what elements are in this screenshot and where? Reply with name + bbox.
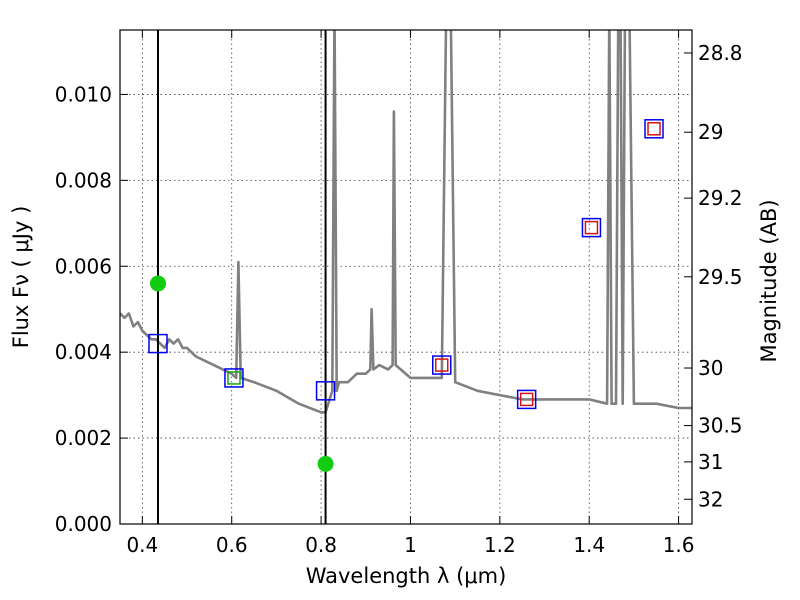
y-axis-label: Flux Fν ( μJy ) (9, 206, 33, 349)
model-sed-line (120, 30, 692, 414)
model-flux-square-blue (224, 368, 244, 388)
y-right-tick-label: 29.5 (698, 265, 743, 289)
plot-frame (119, 29, 693, 525)
y-tick-label: 0.006 (55, 254, 112, 278)
y-tick-label: 0.008 (55, 168, 112, 192)
y-right-tick-label: 30.5 (698, 414, 743, 438)
observed-flux-point (317, 455, 334, 472)
x-tick-label: 0.4 (126, 533, 158, 557)
y-axis-right-label: Magnitude (AB) (757, 199, 781, 362)
x-tick-label: 1.4 (573, 533, 605, 557)
model-flux-square-blue (581, 217, 602, 238)
y-tick-label: 0.010 (55, 82, 112, 106)
model-flux-square-green (227, 371, 241, 385)
ticks-layer: 0.4 0.6 0.8 1 1.2 1.4 1.6 0.000 0.002 0.004 0.006 0… (55, 30, 743, 557)
plot-layer (120, 30, 692, 524)
model-flux-square-blue (148, 333, 168, 354)
observed-flux-point (149, 275, 166, 292)
y-tick-label: 0.002 (55, 426, 112, 450)
y-right-tick-label: 32 (698, 487, 723, 511)
model-flux-square-blue (315, 381, 336, 401)
model-flux-square-red (647, 122, 661, 136)
x-tick-label: 1.6 (663, 533, 695, 557)
x-tick-label: 1 (404, 533, 417, 557)
y-tick-label: 0.004 (55, 340, 112, 364)
x-tick-label: 0.6 (216, 533, 248, 557)
y-right-tick-label: 29.2 (698, 186, 743, 210)
model-flux-square-red (519, 392, 534, 407)
model-flux-square-blue (516, 389, 537, 410)
x-tick-label: 0.8 (305, 533, 337, 557)
y-right-tick-label: 29 (698, 120, 723, 144)
x-axis-label: Wavelength λ (μm) (306, 564, 507, 588)
model-flux-square-blue (432, 355, 452, 375)
y-right-tick-label: 31 (698, 450, 723, 474)
y-tick-label: 0.000 (55, 512, 112, 536)
y-right-tick-label: 30 (698, 356, 723, 380)
x-tick-label: 1.2 (484, 533, 516, 557)
grid-layer (120, 30, 692, 525)
y-right-tick-label: 28.8 (698, 41, 743, 65)
model-flux-square-red (435, 358, 449, 372)
model-flux-square-red (584, 220, 599, 235)
model-flux-square-blue (644, 119, 664, 139)
